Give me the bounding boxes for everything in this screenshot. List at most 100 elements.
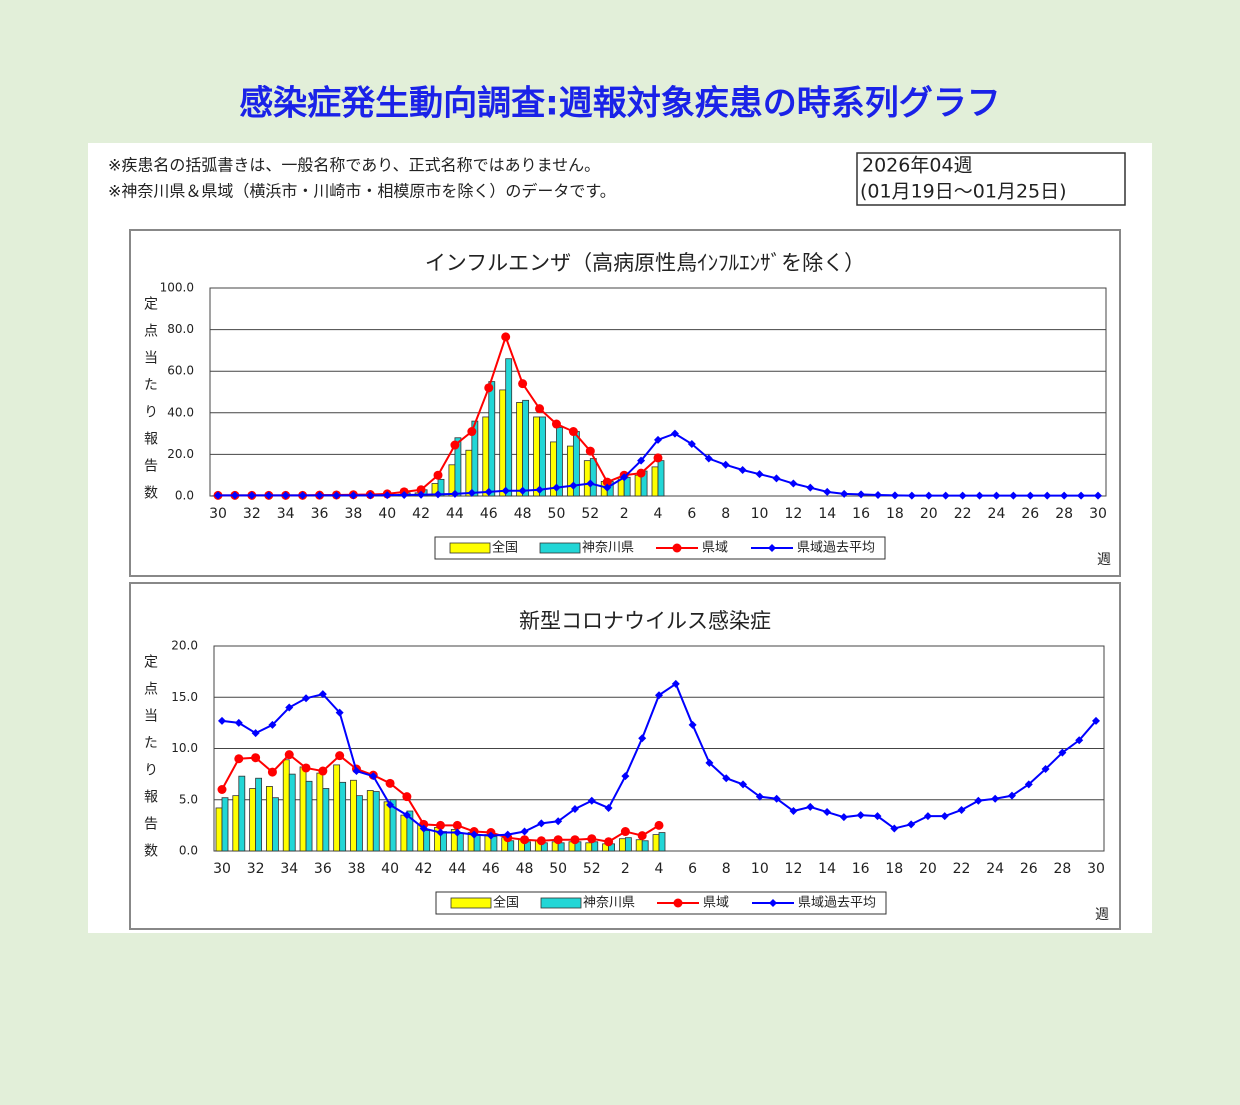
marker — [621, 772, 630, 781]
marker — [874, 490, 882, 499]
y-axis-label: 定点当たり報告数 — [142, 654, 158, 870]
marker — [568, 427, 578, 437]
marker — [603, 483, 612, 492]
bar — [589, 458, 597, 497]
marker — [298, 491, 307, 500]
x-tick-label: 18 — [886, 506, 904, 522]
marker — [974, 796, 983, 805]
bar — [305, 780, 313, 852]
bar — [350, 779, 357, 852]
marker — [1026, 491, 1035, 500]
marker — [264, 491, 273, 500]
marker — [551, 419, 561, 429]
marker — [452, 820, 462, 830]
x-tick-label: 44 — [448, 861, 466, 877]
marker — [281, 491, 290, 500]
marker — [721, 460, 730, 469]
x-tick-label: 24 — [986, 861, 1004, 877]
bar — [333, 764, 341, 852]
marker — [722, 774, 731, 783]
x-tick-label: 26 — [1020, 861, 1038, 877]
bar — [488, 381, 496, 497]
marker — [772, 794, 781, 803]
marker — [450, 440, 460, 450]
x-tick-label: 38 — [348, 861, 366, 877]
legend-label: 県域 — [702, 541, 728, 556]
bar — [389, 799, 397, 852]
bar — [400, 814, 408, 852]
marker — [1075, 736, 1084, 745]
marker — [484, 487, 493, 496]
x-tick-label: 28 — [1055, 506, 1073, 522]
bar — [249, 788, 257, 852]
bar — [221, 797, 229, 852]
x-tick-label: 32 — [243, 506, 261, 522]
bar — [539, 416, 546, 497]
bar — [406, 810, 414, 852]
bar — [465, 449, 473, 497]
marker — [1007, 791, 1016, 800]
x-axis-label: 週 — [1095, 907, 1109, 923]
marker — [535, 404, 545, 414]
x-tick-label: 16 — [852, 506, 870, 522]
marker — [806, 802, 815, 811]
marker — [687, 440, 696, 448]
x-tick-label: 22 — [954, 506, 972, 522]
marker — [349, 491, 358, 500]
note: ※疾患名の括弧書きは、一般名称であり、正式名称ではありません。 — [108, 156, 600, 175]
marker — [890, 824, 899, 833]
x-tick-label: 32 — [247, 861, 265, 877]
marker — [416, 485, 426, 495]
x-tick-label: 48 — [516, 861, 534, 877]
marker — [332, 491, 341, 500]
marker — [958, 491, 967, 500]
marker — [383, 491, 392, 500]
bar — [652, 834, 660, 852]
marker — [739, 780, 748, 789]
y-tick-label: 0.0 — [179, 844, 198, 858]
marker — [247, 491, 256, 500]
bar — [288, 773, 296, 852]
marker — [940, 812, 949, 821]
bar — [372, 791, 380, 852]
x-tick-label: 24 — [988, 506, 1006, 522]
marker — [484, 383, 494, 393]
x-tick-label: 2 — [621, 861, 630, 877]
x-tick-label: 44 — [446, 506, 464, 522]
x-tick-label: 12 — [784, 506, 802, 522]
marker — [587, 796, 596, 805]
x-tick-label: 50 — [549, 861, 567, 877]
x-tick-label: 14 — [818, 506, 836, 522]
marker — [302, 694, 311, 703]
marker — [218, 716, 226, 725]
marker — [755, 470, 764, 479]
legend-marker — [768, 544, 776, 552]
chart-panel — [129, 582, 1121, 930]
marker — [823, 808, 832, 817]
marker — [369, 772, 378, 781]
y-tick-label: 100.0 — [160, 281, 194, 295]
marker — [992, 491, 1001, 500]
marker — [230, 491, 239, 500]
bar — [437, 478, 445, 497]
bar — [299, 766, 307, 852]
x-tick-label: 34 — [280, 861, 298, 877]
marker — [285, 703, 294, 712]
marker — [655, 691, 663, 700]
marker — [433, 470, 443, 480]
bar — [591, 841, 599, 852]
bar — [366, 790, 374, 852]
x-tick-label: 46 — [480, 506, 498, 522]
marker — [315, 491, 324, 500]
marker — [1060, 491, 1069, 500]
marker — [772, 474, 781, 483]
marker — [991, 794, 1000, 803]
y-axis-label: 定点当たり報告数 — [142, 296, 158, 512]
x-tick-label: 30 — [209, 506, 227, 522]
bar — [423, 830, 431, 852]
y-tick-label: 80.0 — [167, 322, 194, 336]
marker — [789, 479, 798, 488]
x-tick-label: 2 — [620, 506, 629, 522]
x-tick-label: 20 — [919, 861, 937, 877]
legend-swatch — [450, 897, 492, 909]
